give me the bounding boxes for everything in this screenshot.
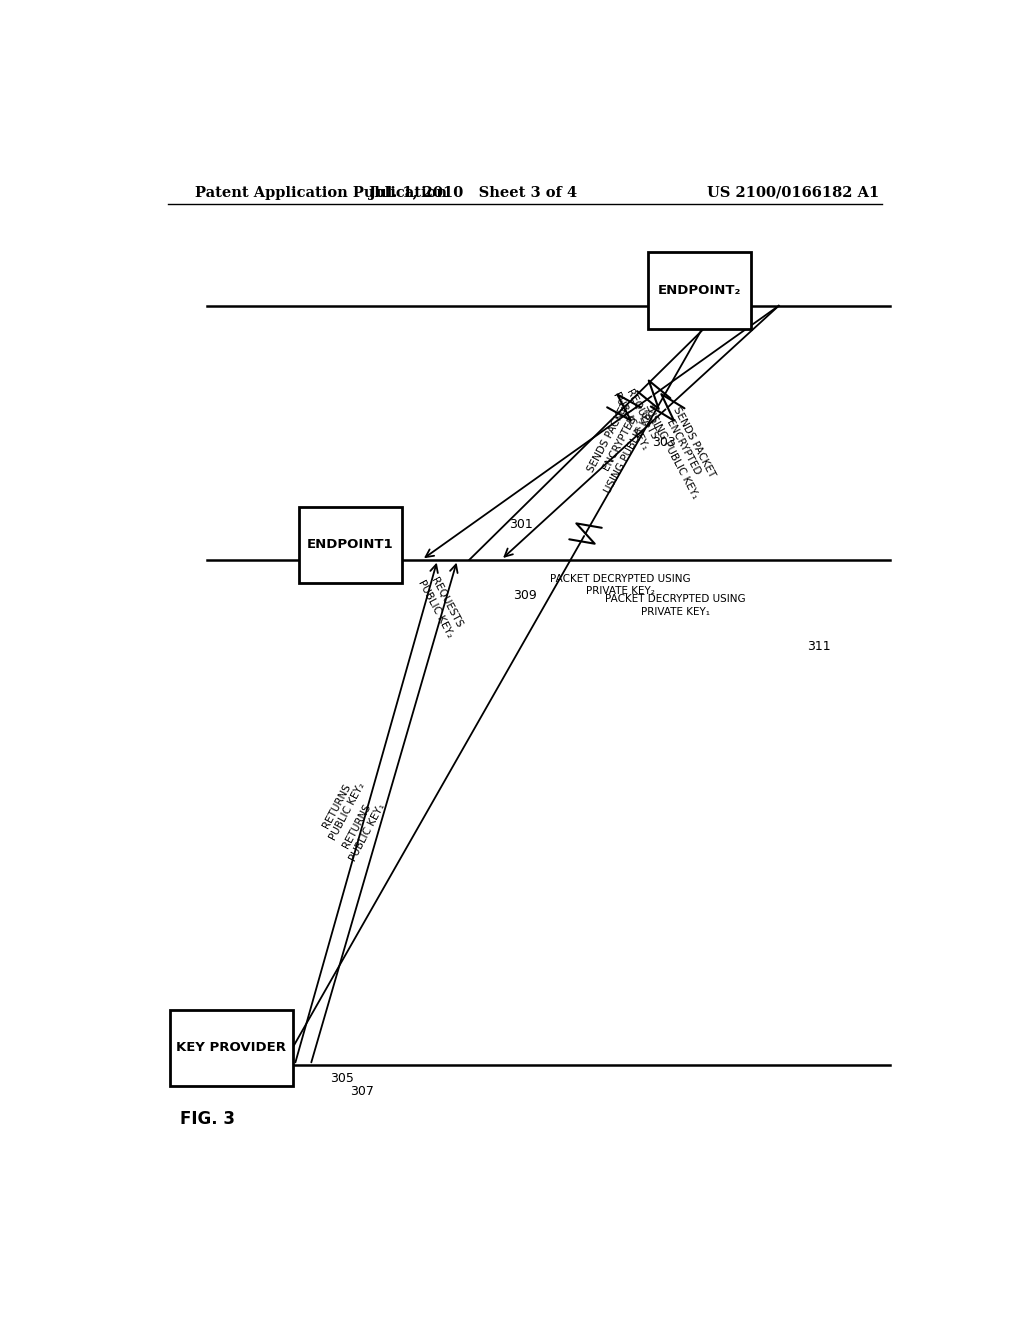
Text: SENDS PACKET
ENCRYPTED
USING PUBLIC KEY₂: SENDS PACKET ENCRYPTED USING PUBLIC KEY₂ <box>582 391 658 495</box>
Text: 301: 301 <box>509 517 532 531</box>
Text: FIG. 3: FIG. 3 <box>179 1110 234 1127</box>
Text: PACKET DECRYPTED USING
PRIVATE KEY₁: PACKET DECRYPTED USING PRIVATE KEY₁ <box>605 594 745 616</box>
Text: REQUESTS
PUBLIC KEY₁: REQUESTS PUBLIC KEY₁ <box>611 384 660 451</box>
Text: 305: 305 <box>331 1072 354 1085</box>
Text: US 2100/0166182 A1: US 2100/0166182 A1 <box>708 186 880 199</box>
Text: RETURNS
PUBLIC KEY₁: RETURNS PUBLIC KEY₁ <box>337 796 387 863</box>
Text: Patent Application Publication: Patent Application Publication <box>196 186 447 199</box>
Text: KEY PROVIDER: KEY PROVIDER <box>176 1041 286 1055</box>
Text: RETURNS
PUBLIC KEY₂: RETURNS PUBLIC KEY₂ <box>317 775 368 842</box>
Text: 303: 303 <box>652 437 676 450</box>
Text: 311: 311 <box>807 640 830 653</box>
Text: PACKET DECRYPTED USING
PRIVATE KEY₂: PACKET DECRYPTED USING PRIVATE KEY₂ <box>550 574 690 597</box>
FancyBboxPatch shape <box>170 1010 293 1086</box>
FancyBboxPatch shape <box>648 252 751 329</box>
Text: 307: 307 <box>350 1085 374 1098</box>
Text: Jul. 1, 2010   Sheet 3 of 4: Jul. 1, 2010 Sheet 3 of 4 <box>370 186 578 199</box>
FancyBboxPatch shape <box>299 507 401 582</box>
Text: ENDPOINT₂: ENDPOINT₂ <box>657 284 741 297</box>
Text: SENDS PACKET
ENCRYPTED
USING PUBLIC KEY₁: SENDS PACKET ENCRYPTED USING PUBLIC KEY₁ <box>645 396 722 500</box>
Text: 309: 309 <box>513 589 537 602</box>
Text: REQUESTS
PUBLIC KEY₂: REQUESTS PUBLIC KEY₂ <box>417 572 466 639</box>
Text: ENDPOINT1: ENDPOINT1 <box>307 539 393 552</box>
